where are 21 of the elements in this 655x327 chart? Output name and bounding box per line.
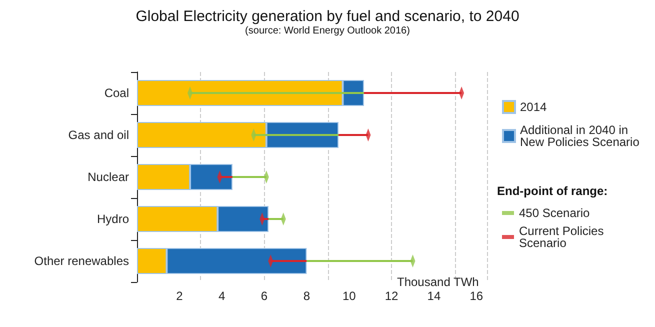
x-axis-title: Thousand TWh <box>397 275 479 289</box>
x-tick-label: 2 <box>176 289 184 303</box>
x-tick-label: 10 <box>342 289 356 303</box>
x-tick-label: 8 <box>303 289 310 303</box>
chart-title: Global Electricity generation by fuel and scenario, to 2040 <box>136 8 520 25</box>
legend-label: 2014 <box>520 100 548 114</box>
legend-label: 450 Scenario <box>519 206 590 220</box>
y-tick-label: Other renewables <box>34 254 129 268</box>
y-tick-label: Hydro <box>96 212 130 226</box>
y-tick-label: Gas and oil <box>68 128 129 142</box>
x-tick-label: 16 <box>470 289 484 303</box>
x-tick-label: 14 <box>427 289 441 303</box>
x-tick-label: 12 <box>384 289 399 303</box>
legend-title: End-point of range: <box>497 184 608 198</box>
y-tick-label: Nuclear <box>88 170 129 184</box>
legend-label: Additional in 2040 in New Policies Scenario <box>520 123 640 149</box>
x-tick-label: 6 <box>260 289 268 303</box>
chart-subtitle: (source: World Energy Outlook 2016) <box>245 26 410 36</box>
x-tick-label: 4 <box>218 289 226 303</box>
legend-label: Current Policies Scenario <box>519 224 608 250</box>
y-tick-label: Coal <box>104 86 129 100</box>
